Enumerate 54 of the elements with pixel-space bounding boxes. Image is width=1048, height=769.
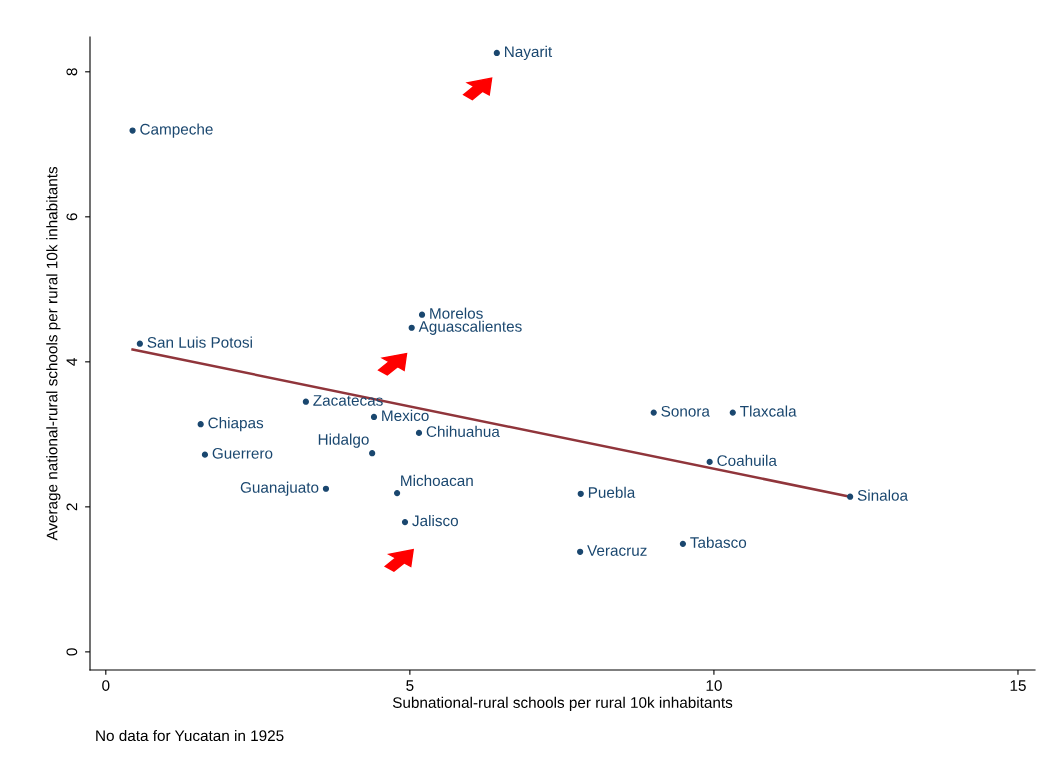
annotation: Tabasco <box>690 536 747 548</box>
annotation: Nayarit <box>505 45 553 61</box>
point <box>729 409 736 416</box>
point <box>136 340 143 347</box>
point <box>302 398 309 405</box>
y-tick-label: 8 <box>66 68 78 76</box>
point <box>577 490 584 497</box>
annotation: Aguascalientes <box>418 320 522 335</box>
point <box>393 489 401 497</box>
point <box>418 311 426 318</box>
x-axis-title: Subnational-rural schools per rural 10k inhabitants <box>392 696 733 711</box>
annotation: Guanajuato <box>240 481 319 496</box>
point <box>679 540 687 547</box>
point <box>650 409 657 416</box>
annotation: Chihuahua <box>426 425 500 437</box>
annotation: Jalisco <box>412 514 458 527</box>
point <box>369 450 376 457</box>
annotation: Hidalgo <box>318 433 369 448</box>
annotation: Puebla <box>588 486 636 498</box>
y-tick-label: 0 <box>66 648 78 656</box>
point <box>847 493 854 500</box>
annotation: Morelos <box>430 307 483 319</box>
annotation: Guerrero <box>212 447 273 459</box>
point <box>401 518 409 526</box>
y-tick-label: 6 <box>66 213 78 221</box>
x-tick-label: 10 <box>706 680 722 691</box>
point <box>197 421 204 428</box>
point <box>201 451 209 458</box>
y-tick-label: 4 <box>66 358 78 366</box>
point <box>415 429 423 436</box>
x-tick-label: 5 <box>406 680 414 691</box>
x-tick-label: 15 <box>1010 680 1026 691</box>
y-tick-label: 2 <box>66 503 78 511</box>
annotation: Mexico <box>382 409 429 422</box>
annotation: Sonora <box>661 405 710 417</box>
annotation: Chiapas <box>208 417 264 432</box>
point <box>322 485 330 492</box>
annotation: San Luis Potosi <box>147 336 252 348</box>
point <box>706 458 713 466</box>
point <box>370 413 378 421</box>
text: No data for Yucatan in 1925 <box>96 729 284 742</box>
point <box>493 49 500 57</box>
point <box>577 548 584 555</box>
annotation: Coahuila <box>717 454 777 466</box>
point <box>408 324 415 331</box>
annotation: Sinaloa <box>857 489 909 501</box>
point <box>129 127 136 134</box>
annotation: Zacatecas <box>313 395 383 406</box>
annotation: Campeche <box>140 123 213 138</box>
annotation: Veracruz <box>587 545 647 556</box>
annotation: Tlaxcala <box>740 405 797 417</box>
annotation: Michoacan <box>401 474 473 487</box>
x-tick-label: 0 <box>102 680 110 691</box>
y-axis-title: Average national-rural schools per rural 10k inhabitants <box>46 166 61 541</box>
